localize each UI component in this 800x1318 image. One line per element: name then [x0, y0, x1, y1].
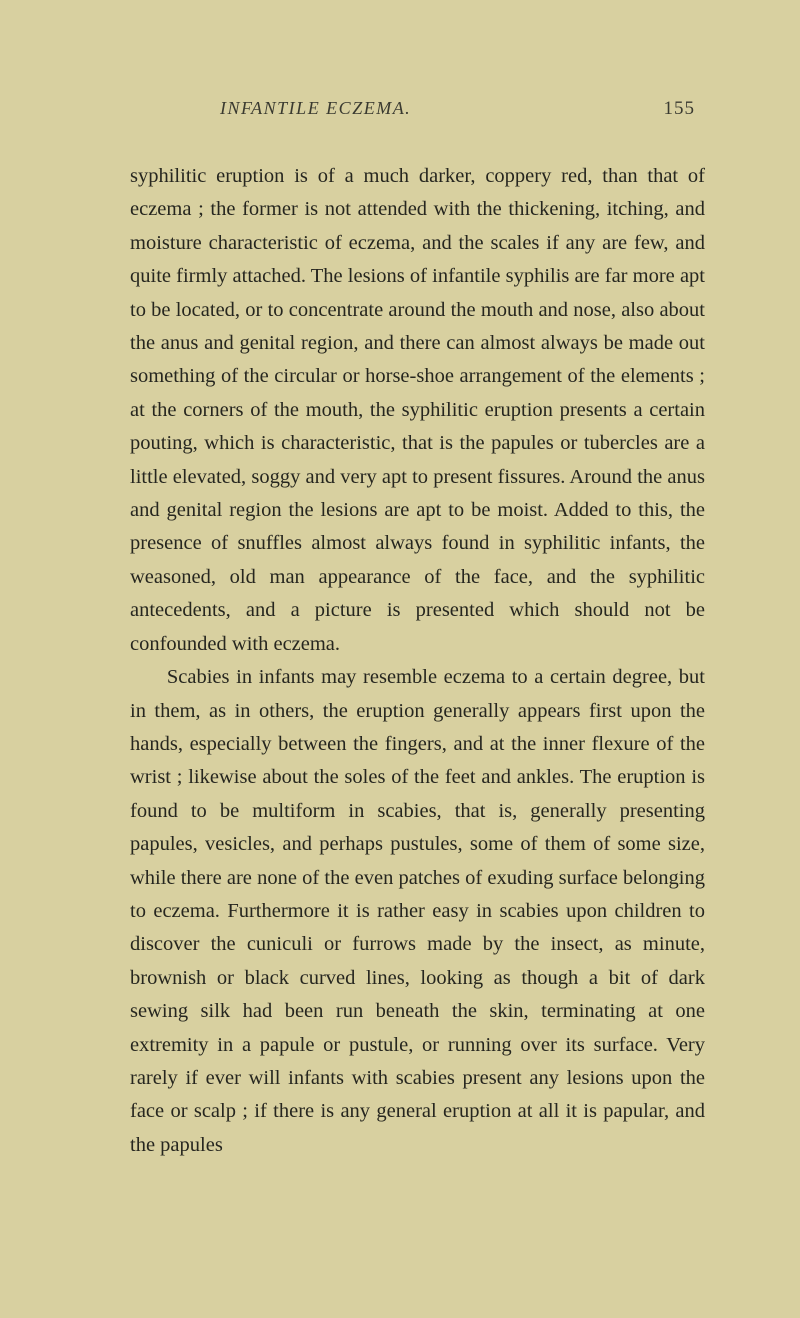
page-number: 155 — [664, 98, 696, 120]
paragraph-2: Scabies in infants may resemble eczema t… — [130, 661, 705, 1162]
body-text: syphilitic eruption is of a much darker,… — [130, 160, 705, 1162]
running-head: INFANTILE ECZEMA. 155 — [130, 98, 705, 120]
scanned-page: INFANTILE ECZEMA. 155 syphilitic eruptio… — [0, 0, 800, 1318]
paragraph-1: syphilitic eruption is of a much darker,… — [130, 160, 705, 661]
running-title: INFANTILE ECZEMA. — [220, 98, 411, 119]
